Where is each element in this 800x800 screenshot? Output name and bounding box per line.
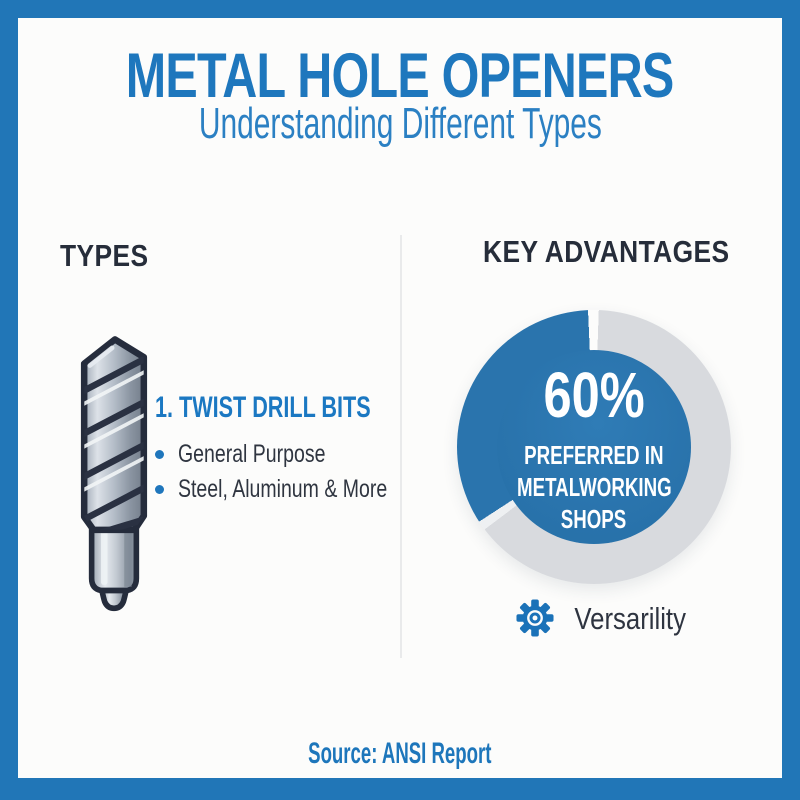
page-title: METAL HOLE OPENERS bbox=[126, 41, 674, 111]
feature-callout: Versarility bbox=[472, 598, 742, 638]
list-item: General Purpose bbox=[155, 441, 446, 467]
footer: Source: ANSI Report bbox=[18, 739, 782, 769]
type-item-title: 1. TWIST DRILL BITS bbox=[155, 391, 371, 424]
bullet-dot bbox=[155, 449, 164, 459]
stat-line: SHOPS bbox=[561, 503, 627, 534]
bullet-dot bbox=[155, 484, 164, 494]
advantages-heading: KEY ADVANTAGES bbox=[483, 234, 730, 269]
twist-drill-bit-icon bbox=[80, 336, 148, 612]
column-divider bbox=[400, 235, 402, 658]
list-item: Steel, Aluminum & More bbox=[155, 476, 446, 502]
type-bullets: General Purpose Steel, Aluminum & More bbox=[155, 441, 446, 502]
subheader: Understanding Different Types bbox=[18, 102, 782, 146]
gear-icon bbox=[516, 599, 554, 637]
header: METAL HOLE OPENERS bbox=[18, 45, 782, 108]
donut-center: 60% PREFERRED IN METALWORKING SHOPS bbox=[497, 350, 691, 544]
source-note: Source: ANSI Report bbox=[308, 737, 492, 770]
stat-value: 60% bbox=[543, 358, 645, 431]
donut-chart: 60% PREFERRED IN METALWORKING SHOPS bbox=[457, 310, 731, 584]
stat-line: METALWORKING bbox=[516, 471, 672, 502]
types-heading: TYPES bbox=[60, 238, 149, 273]
feature-label: Versarility bbox=[574, 600, 687, 636]
stat-line: PREFERRED IN bbox=[524, 439, 664, 470]
bullet-label: Steel, Aluminum & More bbox=[178, 474, 388, 503]
bullet-label: General Purpose bbox=[178, 439, 326, 468]
content-panel: METAL HOLE OPENERS Understanding Differe… bbox=[18, 18, 782, 778]
page-subtitle: Understanding Different Types bbox=[198, 99, 602, 148]
